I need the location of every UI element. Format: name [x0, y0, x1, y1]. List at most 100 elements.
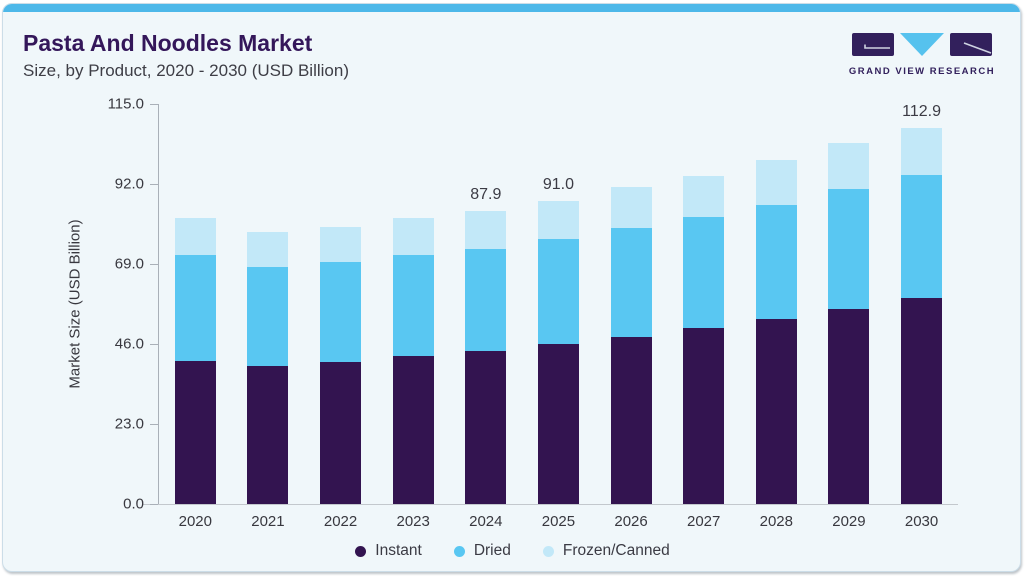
bar-2030-dried: [901, 174, 943, 299]
bar-2021: [247, 231, 289, 504]
bar-2028: [755, 160, 797, 504]
bar-total-label-2024: 87.9: [470, 186, 502, 203]
accent-strip: [3, 4, 1020, 12]
bar-2030-frozen-canned: [901, 127, 943, 175]
bar-2025: [537, 200, 579, 504]
legend-label-frozen-canned: Frozen/Canned: [562, 542, 670, 559]
bar-2021-frozen-canned: [247, 231, 289, 267]
bar-slot-2025: 91.0 2025: [537, 104, 579, 530]
legend: Instant Dried Frozen/Canned: [3, 542, 1020, 560]
x-axis-label-2024: 2024: [469, 513, 503, 530]
bar-2025-dried: [537, 239, 579, 345]
bar-2029-instant: [828, 309, 870, 504]
x-axis-line: [143, 504, 958, 505]
logo-wordmark: GRAND VIEW RESEARCH: [848, 66, 996, 77]
legend-swatch-frozen-canned-icon: [542, 545, 554, 557]
bar-2020: [174, 218, 216, 504]
x-axis-label-2026: 2026: [614, 513, 648, 530]
legend-item-instant: Instant: [355, 542, 422, 560]
legend-label-dried: Dried: [473, 542, 511, 559]
bar-2020-instant: [174, 361, 216, 504]
legend-item-dried: Dried: [453, 542, 511, 560]
bar-2022: [320, 226, 362, 504]
stacked-bar-chart: Market Size (USD Billion) 2020 2021 2022 20…: [3, 96, 1020, 571]
y-axis-tick-mark: [150, 344, 158, 345]
legend-swatch-instant-icon: [355, 545, 367, 557]
legend-swatch-dried-icon: [453, 545, 465, 557]
page-title: Pasta And Noodles Market: [23, 30, 313, 56]
bar-2020-dried: [174, 255, 216, 362]
bar-2021-dried: [247, 266, 289, 367]
bar-2025-instant: [537, 344, 579, 504]
x-axis-label-2021: 2021: [251, 513, 285, 530]
bar-2026: [610, 187, 652, 504]
bar-2029-frozen-canned: [828, 143, 870, 190]
bar-2020-frozen-canned: [174, 218, 216, 256]
bar-2029-dried: [828, 189, 870, 310]
bar-2024: [465, 211, 507, 504]
y-axis-tick-label: 0.0: [123, 495, 144, 513]
bar-2028-instant: [755, 319, 797, 504]
bar-slot-2020: 2020: [174, 104, 216, 530]
bar-2022-instant: [320, 362, 362, 504]
bar-2026-dried: [610, 228, 652, 337]
bar-2025-frozen-canned: [537, 200, 579, 240]
bar-slot-2030: 112.9 2030: [901, 102, 943, 530]
bar-2029: [828, 143, 870, 504]
y-axis-title: Market Size (USD Billion): [66, 219, 84, 389]
x-axis-label-2027: 2027: [687, 513, 721, 530]
gvr-logo-icon: [852, 33, 992, 56]
y-axis-tick-label: 92.0: [114, 175, 144, 193]
y-axis-tick-mark: [150, 504, 158, 505]
bar-2024-dried: [465, 249, 507, 351]
bar-2027-instant: [683, 328, 725, 504]
x-axis-label-2028: 2028: [759, 513, 793, 530]
bar-2026-instant: [610, 336, 652, 504]
bar-2028-frozen-canned: [755, 160, 797, 205]
y-axis-tick-mark: [150, 184, 158, 185]
chart-card: Pasta And Noodles Market Size, by Produc…: [2, 3, 1021, 572]
bar-2027: [683, 175, 725, 504]
bar-2023: [392, 218, 434, 504]
bar-slot-2024: 87.9 2024: [465, 104, 507, 530]
bar-2023-dried: [392, 254, 434, 357]
x-axis-label-2022: 2022: [323, 513, 358, 530]
bar-2027-frozen-canned: [683, 175, 725, 218]
header: Pasta And Noodles Market Size, by Produc…: [3, 12, 1020, 81]
x-axis-label-2029: 2029: [832, 513, 866, 530]
x-axis-label-2030: 2030: [904, 513, 939, 530]
header-text: Pasta And Noodles Market Size, by Produc…: [23, 30, 349, 81]
y-axis-tick-mark: [150, 264, 158, 265]
y-axis-tick-mark: [150, 424, 158, 425]
bar-slot-2023: 2023: [392, 104, 434, 530]
x-axis-label-2025: 2025: [541, 513, 576, 530]
bar-2022-frozen-canned: [320, 226, 362, 262]
bar-2027-dried: [683, 217, 725, 329]
bar-2028-dried: [755, 204, 797, 320]
x-axis-label-2020: 2020: [178, 513, 212, 530]
bar-2024-frozen-canned: [465, 211, 507, 249]
bar-total-label-2025: 91.0: [542, 175, 575, 193]
bar-2024-instant: [465, 351, 507, 504]
bar-2022-dried: [320, 261, 362, 363]
bar-slot-2027: 2027: [683, 104, 725, 530]
bar-slot-2028: 2028: [755, 104, 797, 530]
bar-slot-2022: 2022: [320, 104, 362, 530]
legend-label-instant: Instant: [375, 542, 422, 559]
bars-container: 2020 2021 2022 2023 87.9 2024 91.0 2025 2026 2027…: [159, 102, 958, 530]
bar-total-label-2030: 112.9: [902, 102, 941, 120]
y-axis-tick-label: 23.0: [114, 415, 144, 433]
legend-item-frozen-canned: Frozen/Canned: [542, 542, 670, 560]
bar-slot-2026: 2026: [610, 104, 652, 530]
page-subtitle: Size, by Product, 2020 - 2030 (USD Billi…: [23, 61, 349, 81]
bar-2030: [901, 127, 943, 504]
y-axis-tick-mark: [150, 104, 158, 105]
bar-2030-instant: [901, 298, 943, 504]
plot-area: 2020 2021 2022 2023 87.9 2024 91.0 2025 2026 2027…: [108, 96, 958, 530]
bar-2021-instant: [247, 366, 289, 504]
grand-view-research-logo: GRAND VIEW RESEARCH: [846, 32, 998, 77]
bar-2026-frozen-canned: [610, 187, 652, 229]
bar-2023-frozen-canned: [392, 218, 434, 255]
x-axis-label-2023: 2023: [396, 513, 430, 530]
bar-2023-instant: [392, 356, 434, 504]
